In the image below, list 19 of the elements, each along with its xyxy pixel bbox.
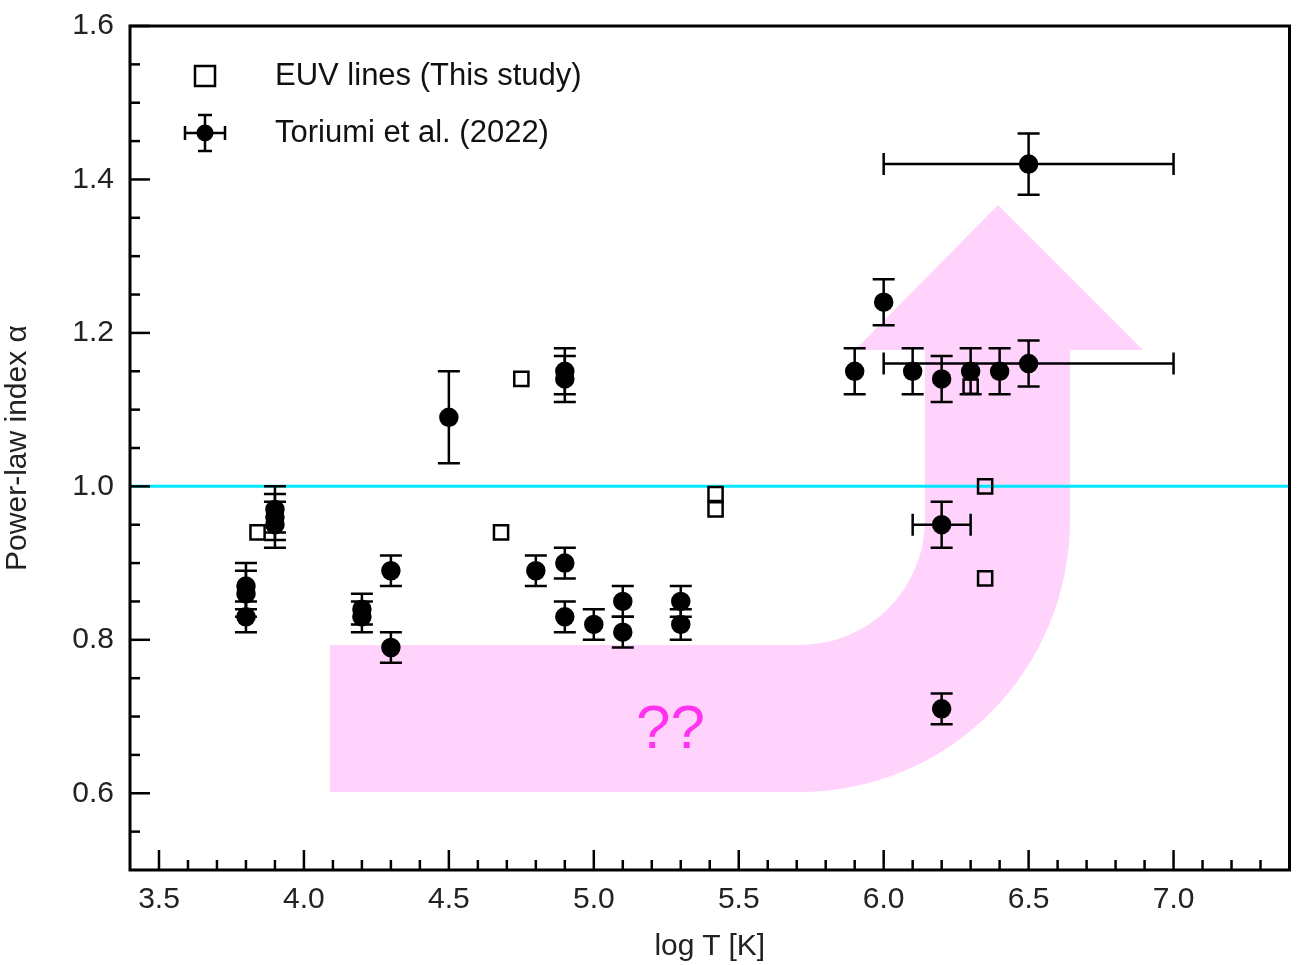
y-tick-label: 1.6 (72, 7, 114, 41)
x-tick-label: 5.5 (717, 881, 760, 915)
legend-label: Toriumi et al. (2022) (275, 113, 549, 149)
y-tick-label: 1.0 (72, 467, 114, 501)
legend-label: EUV lines (This study) (275, 56, 582, 92)
x-tick-label: 5.0 (572, 881, 615, 915)
x-tick-label: 4.5 (428, 881, 470, 915)
x-tick-label: 3.5 (138, 881, 180, 915)
y-tick-label: 1.2 (72, 314, 114, 348)
x-tick-label: 6.0 (862, 881, 905, 915)
x-tick-label: 4.0 (283, 881, 325, 915)
annotation: ?? (636, 692, 705, 761)
y-axis-title: Power-law index α (0, 325, 33, 571)
y-tick-label: 0.6 (72, 774, 114, 808)
y-tick-label: 0.8 (72, 621, 114, 655)
y-tick-label: 1.4 (72, 160, 114, 194)
x-tick-label: 7.0 (1152, 881, 1195, 915)
x-axis-title: log T [K] (654, 928, 766, 962)
x-tick-label: 6.5 (1007, 881, 1050, 915)
